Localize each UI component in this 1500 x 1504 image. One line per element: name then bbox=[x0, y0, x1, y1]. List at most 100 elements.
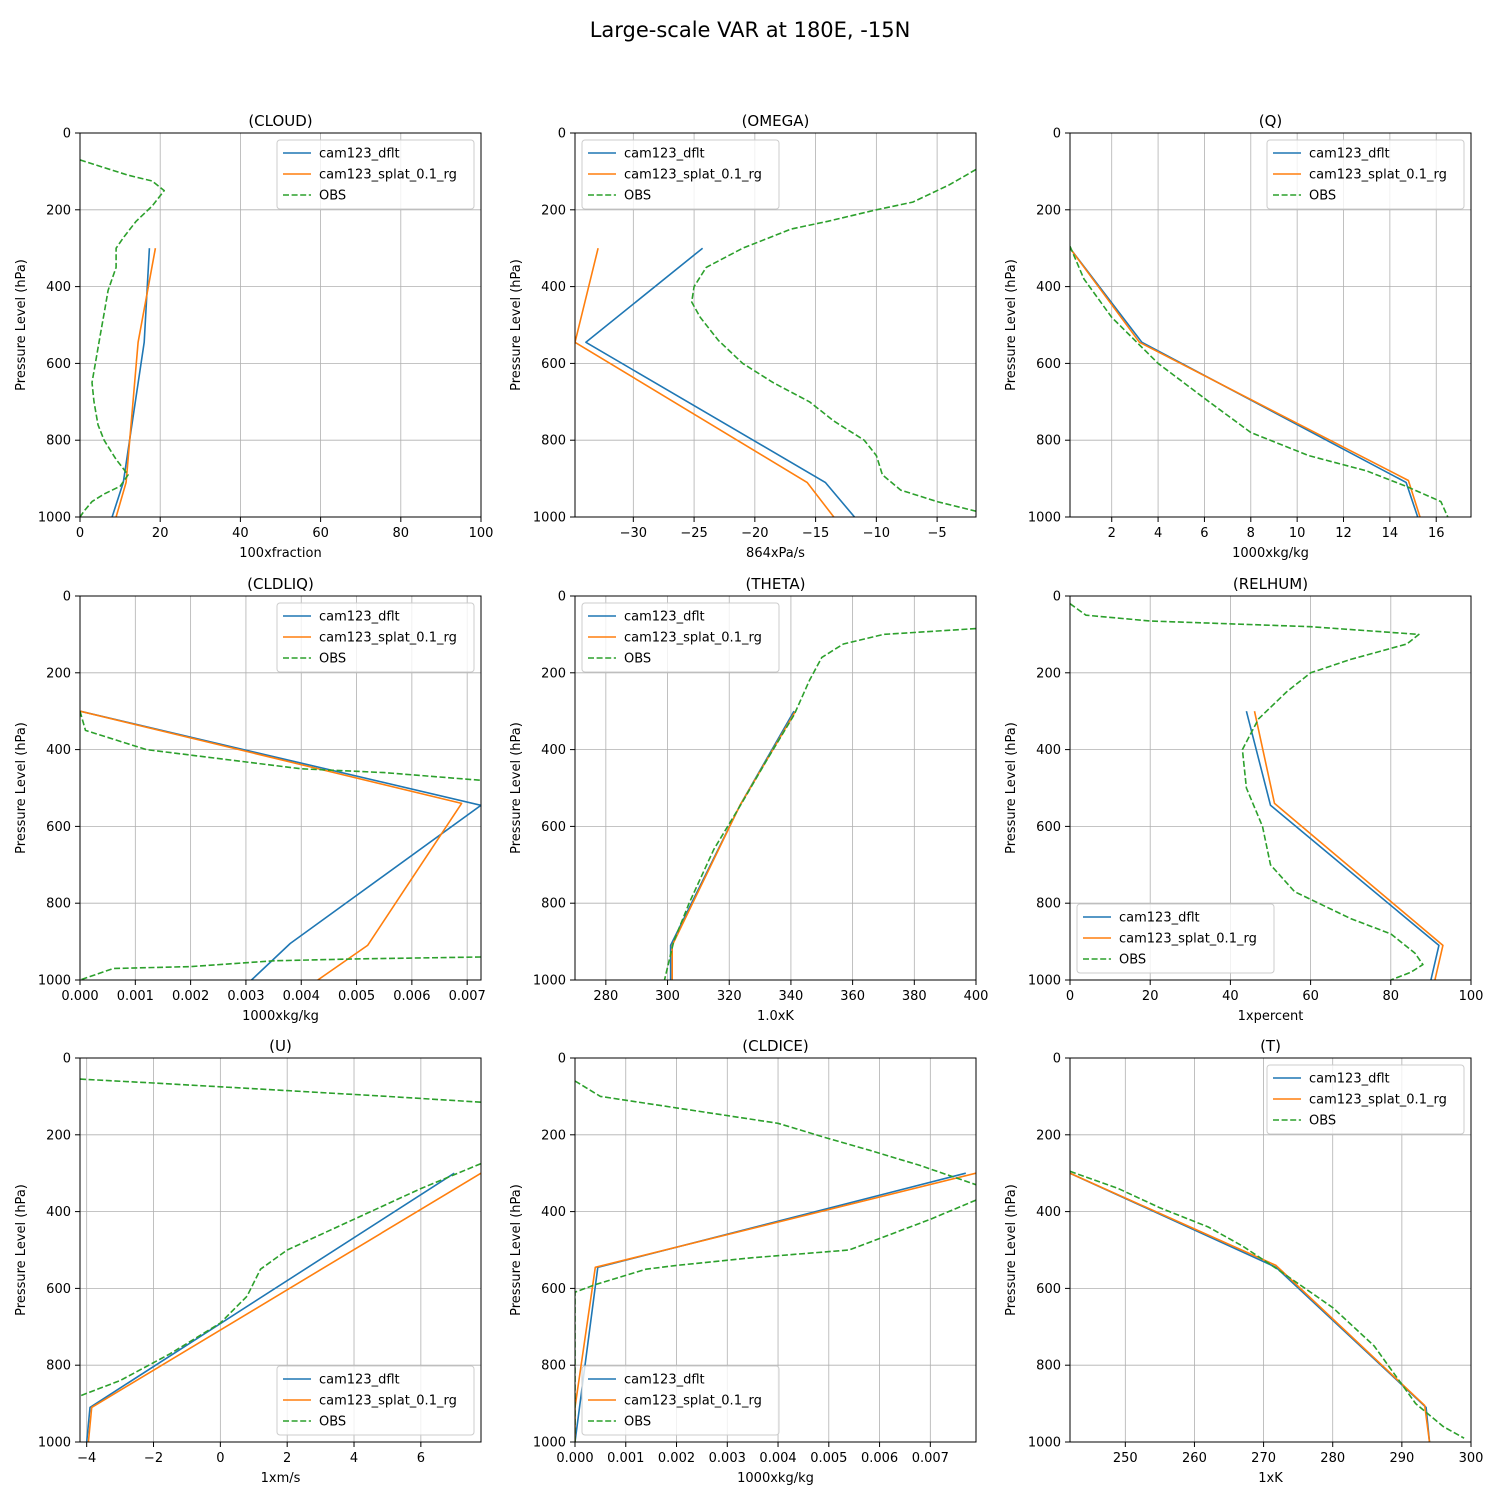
x-tick-label: −15 bbox=[802, 526, 829, 541]
x-tick-label: 0.004 bbox=[283, 989, 320, 1004]
series-line-obs bbox=[80, 1078, 481, 1103]
x-axis-label: 1.0xK bbox=[757, 1009, 794, 1024]
x-tick-label: 0.001 bbox=[607, 1451, 644, 1466]
y-tick-label: 600 bbox=[46, 1282, 71, 1297]
y-tick-label: 800 bbox=[541, 434, 566, 449]
x-tick-label: 290 bbox=[1389, 1451, 1414, 1466]
x-tick-label: 6 bbox=[417, 1451, 425, 1466]
axes-frame bbox=[1069, 132, 1472, 518]
chart-title: (OMEGA) bbox=[742, 112, 810, 130]
y-tick-label: 200 bbox=[541, 1128, 566, 1143]
y-tick-label: 400 bbox=[1036, 743, 1061, 758]
x-tick-label: 280 bbox=[593, 989, 618, 1004]
chart-title: (THETA) bbox=[746, 575, 806, 593]
x-tick-label: 270 bbox=[1251, 1451, 1276, 1466]
legend: cam123_dflt cam123_splat_0.1_rg OBS bbox=[581, 1365, 780, 1436]
legend-label: cam123_dflt bbox=[1309, 1072, 1390, 1087]
legend-label: OBS bbox=[319, 1415, 346, 1430]
series-line-cam123-splat-0-1-rg bbox=[87, 1172, 481, 1442]
legend-label: cam123_splat_0.1_rg bbox=[1119, 932, 1257, 947]
series-line-obs bbox=[80, 159, 165, 517]
chart-title: (CLDICE) bbox=[742, 1037, 808, 1055]
legend-label: cam123_dflt bbox=[319, 147, 400, 162]
y-tick-label: 600 bbox=[46, 820, 71, 835]
legend-box bbox=[581, 602, 780, 673]
x-tick-label: 80 bbox=[1383, 989, 1400, 1004]
legend-label: cam123_splat_0.1_rg bbox=[624, 631, 762, 646]
x-tick-label: 40 bbox=[1222, 989, 1239, 1004]
y-tick-label: 0 bbox=[1053, 590, 1061, 605]
y-axis-label: Pressure Level (hPa) bbox=[14, 259, 29, 391]
y-tick-label: 600 bbox=[1036, 1282, 1061, 1297]
axes-frame bbox=[1069, 1057, 1472, 1443]
axes-frame bbox=[79, 1057, 482, 1443]
x-tick-label: −5 bbox=[928, 526, 947, 541]
y-axis-label: Pressure Level (hPa) bbox=[14, 1184, 29, 1316]
y-tick-label: 800 bbox=[46, 434, 71, 449]
x-tick-label: −4 bbox=[77, 1451, 96, 1466]
y-tick-label: 0 bbox=[558, 127, 566, 142]
series-line-cam123-dflt bbox=[1070, 247, 1419, 517]
y-tick-label: 600 bbox=[46, 357, 71, 372]
chart-theta: 280 300 320 340 360 380 400 0 200 400 600 800 1000 (T… bbox=[509, 575, 988, 1024]
legend-label: cam123_splat_0.1_rg bbox=[624, 168, 762, 183]
series-line-obs bbox=[80, 1162, 481, 1397]
series-line-cam123-dflt bbox=[669, 710, 795, 980]
x-axis-label: 1000xkg/kg bbox=[737, 1471, 814, 1486]
legend: cam123_dflt cam123_splat_0.1_rg OBS bbox=[1266, 139, 1465, 210]
x-axis-label: 1xK bbox=[1258, 1471, 1283, 1486]
y-tick-label: 200 bbox=[46, 1128, 71, 1143]
series-line-cam123-splat-0-1-rg bbox=[1070, 1172, 1431, 1442]
y-tick-label: 800 bbox=[1036, 434, 1061, 449]
x-tick-label: 2 bbox=[283, 1451, 291, 1466]
figure-title: Large-scale VAR at 180E, -15N bbox=[590, 18, 911, 42]
series-line-obs bbox=[1070, 245, 1449, 517]
x-tick-label: −30 bbox=[620, 526, 647, 541]
y-axis-label: Pressure Level (hPa) bbox=[14, 722, 29, 854]
x-tick-label: 0.001 bbox=[117, 989, 154, 1004]
series-line-obs bbox=[1070, 603, 1424, 980]
x-tick-label: 360 bbox=[840, 989, 865, 1004]
legend-box bbox=[581, 139, 780, 210]
x-tick-label: 4 bbox=[350, 1451, 358, 1466]
x-tick-label: 20 bbox=[152, 526, 169, 541]
y-tick-label: 200 bbox=[46, 666, 71, 681]
x-axis-label: 1xm/s bbox=[261, 1471, 301, 1486]
x-tick-label: 380 bbox=[902, 989, 927, 1004]
series-line-cam123-dflt bbox=[80, 710, 481, 980]
x-tick-label: 400 bbox=[964, 989, 989, 1004]
y-tick-label: 1000 bbox=[38, 1436, 71, 1451]
y-tick-label: 1000 bbox=[38, 511, 71, 526]
series-line-cam123-splat-0-1-rg bbox=[115, 248, 157, 517]
x-tick-label: 100 bbox=[1459, 989, 1484, 1004]
legend-label: cam123_splat_0.1_rg bbox=[1309, 168, 1447, 183]
chart-omega: −30 −25 −20 −15 −10 −5 0 200 400 600 800 1000 (OMEGA… bbox=[509, 112, 977, 561]
axes-frame bbox=[574, 1057, 977, 1443]
axes-frame bbox=[79, 595, 482, 981]
y-tick-label: 0 bbox=[558, 590, 566, 605]
y-tick-label: 0 bbox=[558, 1052, 566, 1067]
x-tick-label: 260 bbox=[1182, 1451, 1207, 1466]
y-axis-label: Pressure Level (hPa) bbox=[509, 259, 524, 391]
legend-label: cam123_dflt bbox=[624, 1373, 705, 1388]
y-tick-label: 600 bbox=[1036, 357, 1061, 372]
x-tick-label: 0.005 bbox=[810, 1451, 847, 1466]
y-tick-label: 1000 bbox=[38, 974, 71, 989]
y-tick-label: 1000 bbox=[533, 511, 566, 526]
series-line-obs bbox=[1070, 1170, 1465, 1439]
x-tick-label: 20 bbox=[1142, 989, 1159, 1004]
x-tick-label: 12 bbox=[1335, 526, 1352, 541]
x-tick-label: 0 bbox=[1066, 989, 1074, 1004]
x-tick-label: 0 bbox=[76, 526, 84, 541]
x-tick-label: 16 bbox=[1428, 526, 1445, 541]
chart-title: (CLOUD) bbox=[248, 112, 312, 130]
y-tick-label: 1000 bbox=[533, 1436, 566, 1451]
chart-q: 2 4 6 8 10 12 14 16 0 200 400 600 800 1000 (Q) 1000xkg/… bbox=[1004, 112, 1472, 561]
chart-title: (RELHUM) bbox=[1233, 575, 1308, 593]
y-tick-label: 400 bbox=[1036, 1205, 1061, 1220]
y-axis-label: Pressure Level (hPa) bbox=[509, 722, 524, 854]
series-line-cam123-dflt bbox=[85, 1172, 455, 1442]
chart-cldliq: 0.000 0.001 0.002 0.003 0.004 0.005 0.006 0.007… bbox=[14, 575, 486, 1024]
legend-label: OBS bbox=[1119, 953, 1146, 968]
legend-label: cam123_dflt bbox=[319, 610, 400, 625]
